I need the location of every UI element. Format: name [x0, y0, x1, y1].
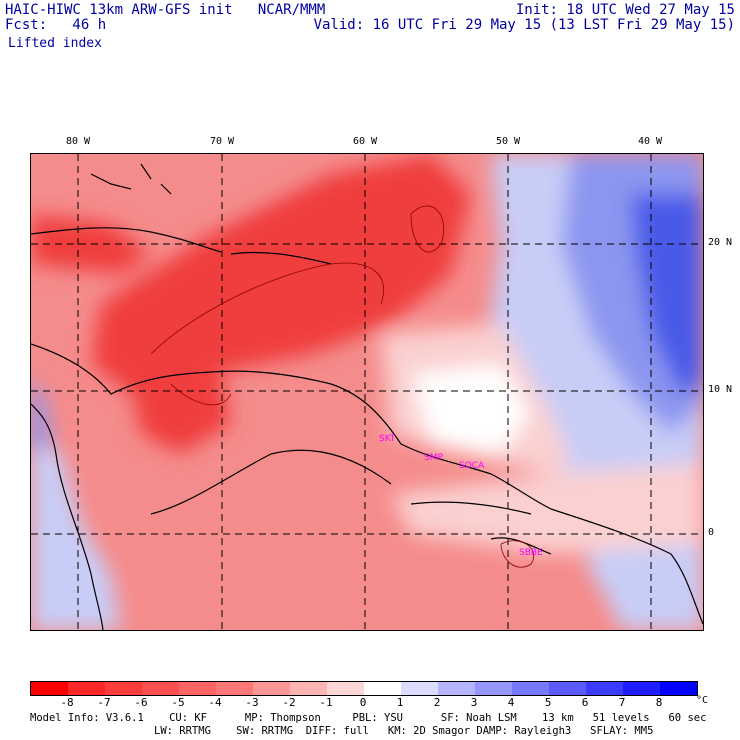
neutral-atlantic: [411, 364, 531, 454]
header-title: HAIC-HIWC 13km ARW-GFS init NCAR/MMM: [5, 2, 326, 18]
colorbar-tick-label: -1: [319, 696, 333, 709]
colorbar-cell: [216, 682, 253, 695]
graticule: [31, 154, 703, 630]
colorbar-tick-label: -6: [134, 696, 148, 709]
colorbar-tick-label: 5: [544, 696, 552, 709]
colorbar-cell: [586, 682, 623, 695]
colorbar-tick-label: 6: [581, 696, 589, 709]
colorbar-tick-label: 7: [618, 696, 626, 709]
colorbar-cell: [364, 682, 401, 695]
model-info-line1: Model Info: V3.6.1 CU: KF MP: Thompson P…: [30, 712, 707, 724]
colorbar-tick-label: 8: [655, 696, 663, 709]
colorbar-tick-label: 4: [507, 696, 515, 709]
field-name: Lifted index: [8, 36, 102, 51]
colorbar-tick-label: -4: [208, 696, 222, 709]
station-label-sbbe: SBBE: [519, 548, 543, 558]
colorbar-cell: [327, 682, 364, 695]
init-time: Init: 18 UTC Wed 27 May 15: [515, 2, 735, 18]
station-label-soca: SOCA: [459, 461, 485, 471]
colorbar-tick-label: 2: [433, 696, 441, 709]
forecast-hour: Fcst: 46 h: [5, 17, 107, 33]
positive-li-pacific-edge: [31, 374, 51, 454]
station-label-smp: SMP: [424, 453, 443, 463]
lon-label-40w: 40 W: [638, 136, 663, 147]
colorbar-cell: [475, 682, 512, 695]
colorbar-cell: [68, 682, 105, 695]
lon-label-80w: 80 W: [66, 136, 91, 147]
lon-label-60w: 60 W: [353, 136, 378, 147]
colorbar-tick-label: -7: [97, 696, 111, 709]
colorbar-cell: [179, 682, 216, 695]
colorbar-tick-label: -3: [245, 696, 259, 709]
colorbar-cell: [105, 682, 142, 695]
colorbar-cell: [31, 682, 68, 695]
lat-label-20n: 20 N: [708, 237, 733, 248]
lat-label-0: 0: [708, 527, 715, 538]
strong-negative-core: [91, 154, 471, 394]
colorbar-unit: °C: [696, 695, 709, 706]
station-labels: SKT SMP SOCA SBBE: [379, 434, 543, 558]
colorbar-cell: [549, 682, 586, 695]
colorbar-tick-label: -2: [282, 696, 296, 709]
colorbar-tick-label: 3: [470, 696, 478, 709]
strong-negative-venezuela: [131, 374, 231, 454]
colorbar-cell: [660, 682, 697, 695]
map-panel: SKT SMP SOCA SBBE: [30, 153, 704, 631]
coastlines: [31, 163, 703, 630]
lon-label-50w: 50 W: [496, 136, 521, 147]
colorbar-cell: [253, 682, 290, 695]
colorbar-cell: [623, 682, 660, 695]
colorbar-tick-label: 0: [359, 696, 367, 709]
positive-li-pacific: [31, 434, 121, 630]
model-info-line2: LW: RRTMG SW: RRTMG DIFF: full KM: 2D Sm…: [154, 725, 654, 737]
lon-label-70w: 70 W: [210, 136, 235, 147]
station-label-skt: SKT: [379, 434, 396, 444]
lifted-index-map: SKT SMP SOCA SBBE: [31, 154, 703, 630]
colorbar-cell: [512, 682, 549, 695]
colorbar-tick-label: -5: [171, 696, 185, 709]
weak-positive-southeast: [591, 554, 703, 630]
colorbar-cell: [401, 682, 438, 695]
colorbar-cell: [290, 682, 327, 695]
colorbar-cell: [438, 682, 475, 695]
weak-negative-amazon: [391, 464, 703, 554]
colorbar-tick-label: 1: [396, 696, 404, 709]
colorbar-cell: [142, 682, 179, 695]
valid-time: Valid: 16 UTC Fri 29 May 15 (13 LST Fri …: [313, 17, 735, 33]
li-contours: [150, 205, 534, 568]
colorbar-tick-label: -8: [60, 696, 74, 709]
lat-label-10n: 10 N: [708, 384, 733, 395]
colorbar: [30, 681, 698, 696]
